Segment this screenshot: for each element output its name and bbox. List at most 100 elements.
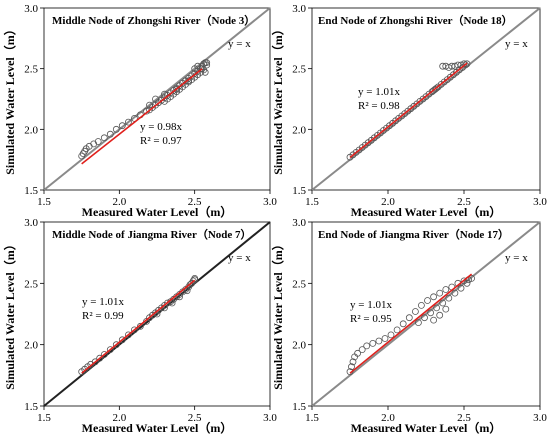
x-tick-label: 2.0	[112, 196, 126, 208]
identity-line	[311, 221, 541, 407]
x-axis-label: Measured Water Level（m）	[82, 204, 233, 219]
data-point	[430, 316, 438, 324]
x-tick-label: 2.0	[381, 196, 395, 208]
chart-title: End Node of Jiangma River（Node 17）	[318, 228, 509, 241]
data-point	[468, 274, 476, 282]
data-point	[457, 284, 465, 292]
data-point	[433, 304, 441, 312]
data-point	[349, 358, 357, 366]
data-point	[124, 331, 132, 339]
panel-node7: 1.5 2.0 2.5 3.0 1.5 2.0 2.5 3.0 Middle Node of J…	[2, 217, 277, 435]
data-point	[173, 85, 181, 93]
x-tick-label: 2.5	[457, 196, 471, 208]
data-point	[436, 311, 444, 319]
x-axis-label: Measured Water Level（m）	[351, 420, 502, 435]
identity-label: y = x	[228, 252, 251, 264]
x-tick-label: 3.0	[263, 412, 277, 424]
data-point	[118, 122, 126, 130]
y-axis-label: Simulated Water Level（m）	[2, 23, 17, 175]
data-point	[387, 331, 395, 339]
r-squared-label: R² = 0.98	[358, 100, 400, 112]
identity-label: y = x	[228, 38, 251, 50]
y-tick-label: 2.0	[24, 124, 38, 136]
y-tick-label: 2.5	[24, 278, 38, 290]
chart-title: End Node of Zhongshi River（Node 18）	[318, 14, 513, 27]
y-tick-label: 2.5	[292, 64, 306, 76]
data-point	[436, 289, 444, 297]
data-point	[421, 314, 428, 322]
fit-line	[81, 68, 203, 165]
y-tick-label: 2.0	[292, 340, 306, 352]
x-tick-label: 1.5	[305, 412, 319, 424]
y-tick-label: 2.5	[24, 64, 38, 76]
data-point	[118, 336, 126, 344]
y-tick-label: 3.0	[292, 3, 306, 15]
data-point	[91, 358, 99, 366]
y-tick-label: 2.0	[292, 124, 306, 136]
y-tick-label: 1.5	[292, 185, 306, 197]
x-tick-label: 1.5	[37, 196, 51, 208]
y-tick-label: 1.5	[24, 185, 38, 197]
data-point	[106, 130, 114, 138]
data-point	[381, 335, 389, 342]
data-point	[405, 314, 413, 322]
data-point	[203, 61, 211, 69]
x-tick-label: 1.5	[305, 196, 319, 208]
data-point	[94, 138, 102, 145]
y-tick-label: 2.5	[292, 278, 306, 290]
data-point	[152, 95, 159, 103]
data-point	[375, 337, 383, 345]
data-point	[442, 305, 450, 313]
fit-equation: y = 0.98x	[140, 121, 182, 133]
data-point	[183, 287, 191, 295]
data-point	[106, 346, 114, 354]
data-point	[136, 322, 144, 330]
y-tick-label: 3.0	[24, 217, 38, 229]
data-point	[433, 84, 441, 92]
data-point	[427, 309, 435, 317]
x-tick-label: 2.0	[381, 412, 395, 424]
y-axis-label: Simulated Water Level（m）	[2, 238, 17, 390]
data-point	[445, 294, 453, 302]
data-point	[439, 299, 447, 307]
data-point	[354, 349, 362, 357]
r-squared-label: R² = 0.99	[82, 310, 124, 322]
panel-node18: 1.5 2.0 2.5 3.0 1.5 2.0 2.5 3.0 End Node of Zhon…	[270, 3, 547, 219]
data-point	[369, 339, 377, 347]
data-point	[363, 342, 371, 350]
data-point	[124, 118, 132, 126]
y-axis-label: Simulated Water Level（m）	[270, 238, 285, 390]
data-point	[112, 125, 120, 133]
fit-line	[349, 273, 473, 374]
x-axis-label: Measured Water Level（m）	[82, 420, 233, 435]
data-point	[451, 289, 459, 297]
fit-equation: y = 1.01x	[358, 86, 400, 98]
data-point	[176, 293, 184, 301]
r-squared-label: R² = 0.95	[350, 313, 392, 325]
data-point	[100, 351, 108, 358]
data-point	[462, 61, 469, 69]
data-point	[146, 101, 153, 109]
data-point	[348, 363, 355, 371]
data-point	[399, 320, 407, 328]
y-axis-label: Simulated Water Level（m）	[270, 23, 285, 175]
y-tick-label: 3.0	[24, 3, 38, 15]
identity-line	[43, 7, 271, 191]
x-tick-label: 2.5	[188, 412, 202, 424]
x-tick-label: 1.5	[37, 412, 51, 424]
data-point	[185, 77, 193, 85]
y-tick-label: 1.5	[24, 401, 38, 413]
identity-line	[43, 221, 271, 407]
fit-line	[349, 62, 468, 159]
chart-title: Middle Node of Zhongshi River（Node 3）	[52, 14, 255, 27]
x-tick-label: 3.0	[533, 412, 547, 424]
identity-label: y = x	[505, 38, 528, 50]
data-point	[130, 326, 138, 334]
chart-title: Middle Node of Jiangma River（Node 7）	[52, 228, 252, 241]
data-point	[430, 293, 438, 301]
x-tick-label: 2.0	[112, 412, 126, 424]
y-tick-label: 1.5	[292, 401, 306, 413]
y-tick-label: 2.0	[24, 340, 38, 352]
data-point	[164, 299, 171, 307]
